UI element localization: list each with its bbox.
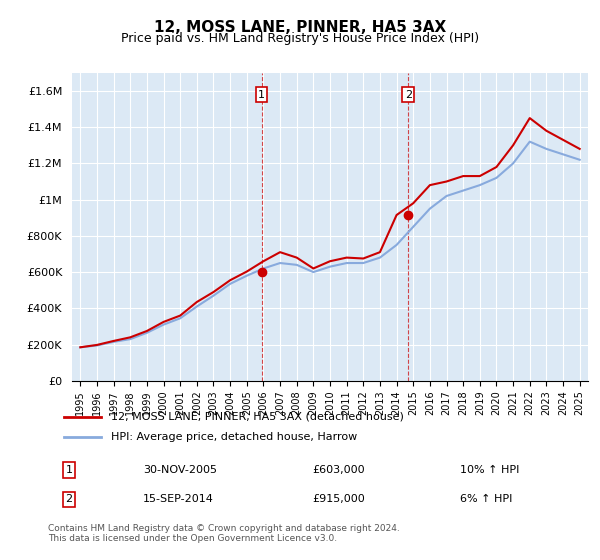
Text: 1: 1 [258,90,265,100]
Text: 30-NOV-2005: 30-NOV-2005 [143,465,217,475]
Text: £915,000: £915,000 [312,494,365,505]
Text: 12, MOSS LANE, PINNER, HA5 3AX: 12, MOSS LANE, PINNER, HA5 3AX [154,20,446,35]
Text: 15-SEP-2014: 15-SEP-2014 [143,494,214,505]
Text: 6% ↑ HPI: 6% ↑ HPI [460,494,512,505]
Text: Contains HM Land Registry data © Crown copyright and database right 2024.
This d: Contains HM Land Registry data © Crown c… [48,524,400,543]
Text: £603,000: £603,000 [312,465,365,475]
Text: 1: 1 [65,465,73,475]
Text: 10% ↑ HPI: 10% ↑ HPI [460,465,519,475]
Text: 2: 2 [404,90,412,100]
Text: HPI: Average price, detached house, Harrow: HPI: Average price, detached house, Harr… [112,432,358,442]
Text: 12, MOSS LANE, PINNER, HA5 3AX (detached house): 12, MOSS LANE, PINNER, HA5 3AX (detached… [112,412,404,422]
Text: Price paid vs. HM Land Registry's House Price Index (HPI): Price paid vs. HM Land Registry's House … [121,32,479,45]
Text: 2: 2 [65,494,73,505]
